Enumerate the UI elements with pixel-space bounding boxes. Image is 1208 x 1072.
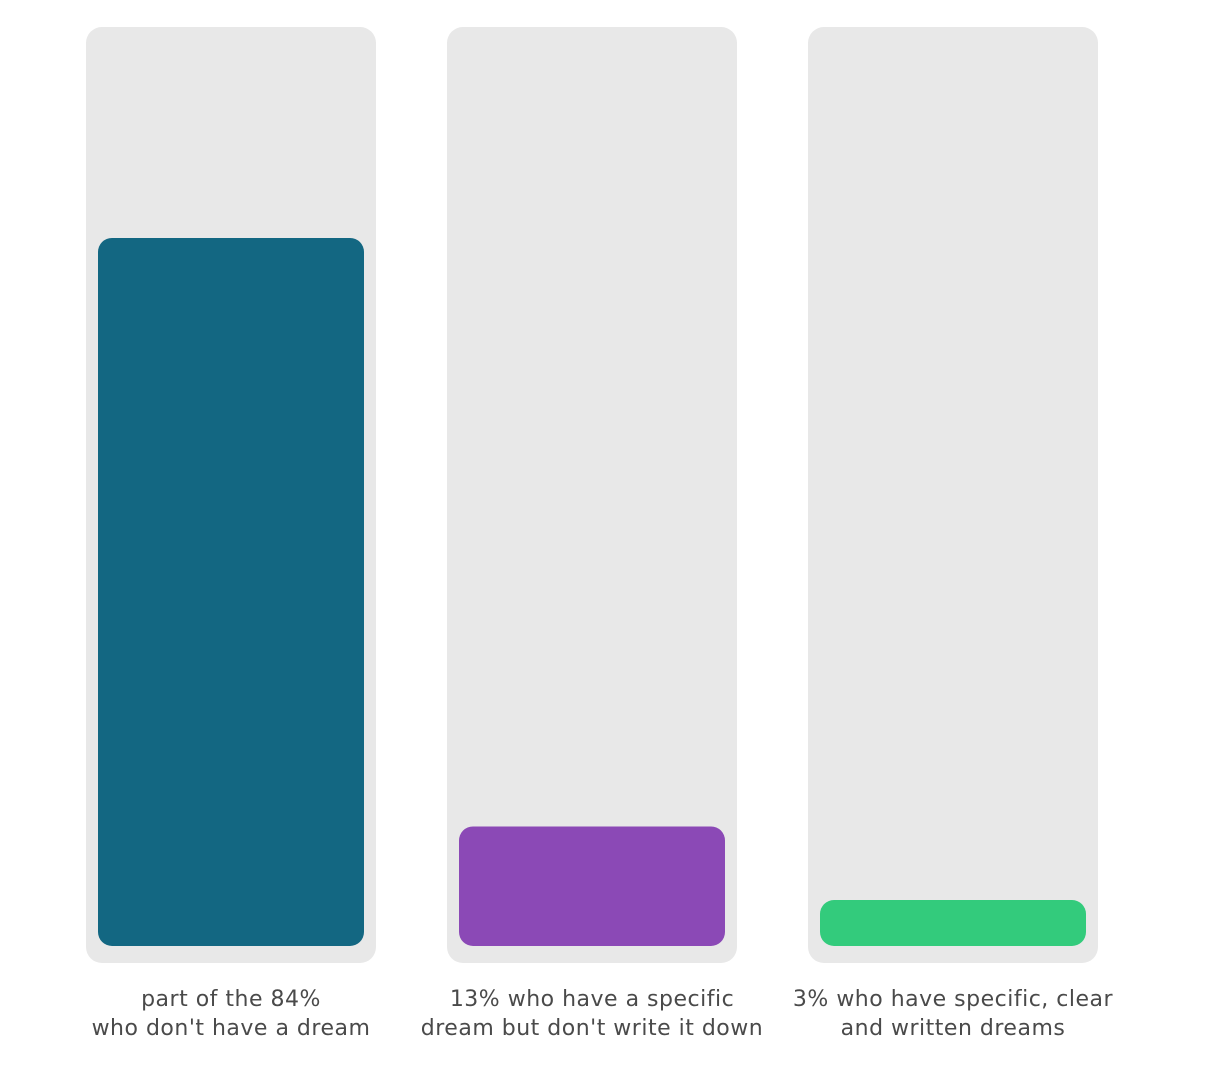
- bar-track-3: [808, 27, 1098, 963]
- bar-label-1: part of the 84% who don't have a dream: [91, 987, 371, 1041]
- bar-1: [98, 237, 364, 946]
- bar-label-3: 3% who have specific, clear and written …: [792, 987, 1114, 1041]
- bar-2: [459, 826, 725, 946]
- bar-track-2: [447, 27, 737, 963]
- bar-3: [820, 900, 1086, 946]
- bar-label-2: 13% who have a specific dream but don't …: [420, 987, 764, 1041]
